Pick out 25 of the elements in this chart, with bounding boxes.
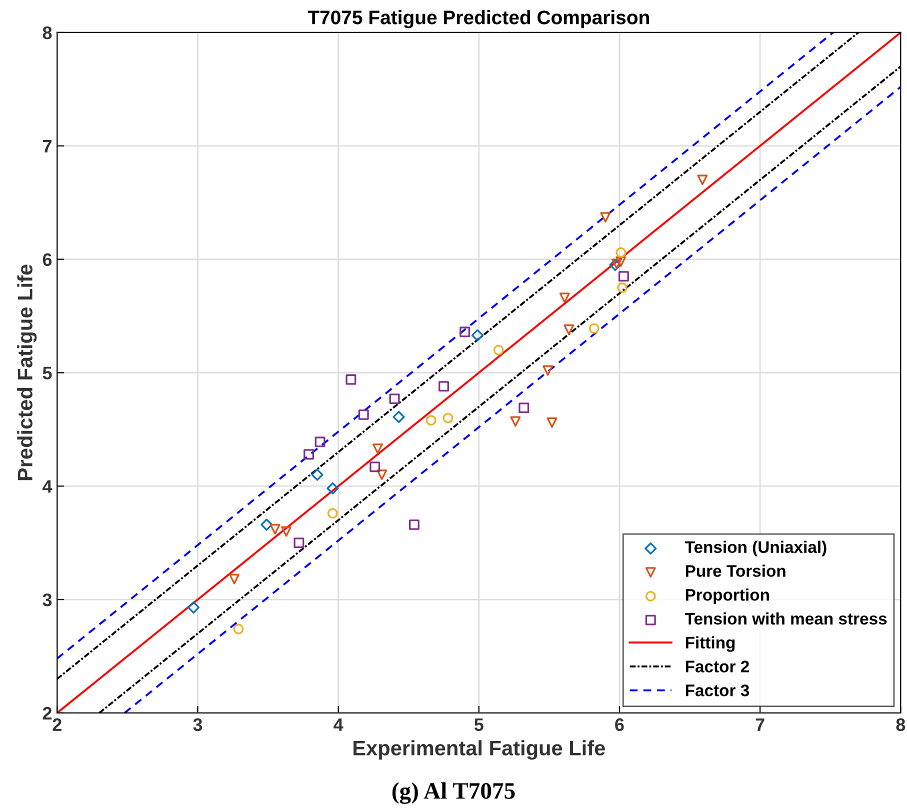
y-tick-label: 4 [42,480,52,493]
x-tick-label: 6 [615,718,624,732]
y-tick-label: 3 [42,593,52,606]
x-tick-label: 4 [334,718,344,731]
chart-title: T7075 Fatigue Predicted Comparison [308,10,649,28]
legend-label: Fitting [686,636,735,652]
y-tick-label: 6 [42,253,52,266]
x-tick-label: 5 [474,718,484,732]
x-tick-label: 7 [756,718,764,731]
y-tick-label: 8 [42,26,52,40]
text: (g) Al T7075 [392,782,515,804]
legend-label: Pure Torsion [686,564,786,577]
y-tick-label: 5 [42,366,52,380]
y-tick-label: 7 [43,140,52,152]
x-axis-title: Experimental Fatigue Life [354,740,605,760]
y-axis-title: Predicted Fatigue Life [17,264,37,480]
x-tick-label: 8 [896,718,906,732]
x-tick-label: 3 [193,718,202,732]
x-tick-label: 2 [52,718,62,731]
legend-label: Factor 2 [686,660,749,672]
y-tick-label: 2 [42,706,52,720]
legend-label: Proportion [686,588,769,604]
legend-label: Factor 3 [686,684,750,696]
legend-label: Tension with mean stress [684,612,887,625]
legend-label: Tension (Uniaxial) [684,540,826,556]
